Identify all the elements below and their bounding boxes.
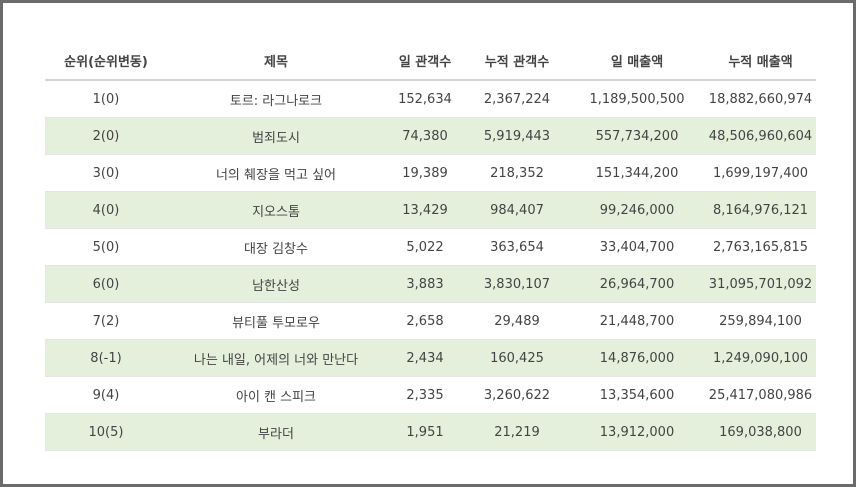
rank-cell: 4(0) <box>45 191 167 229</box>
daily-sales-cell: 26,964,700 <box>569 265 705 303</box>
daily-audience-cell: 3,883 <box>385 265 465 303</box>
rank-cell: 1(0) <box>45 80 167 118</box>
rank-cell: 7(2) <box>45 302 167 340</box>
title-cell: 뷰티풀 투모로우 <box>167 302 385 340</box>
daily-audience-cell: 2,335 <box>385 376 465 414</box>
cumulative-audience-cell: 363,654 <box>465 228 569 266</box>
daily-sales-cell: 33,404,700 <box>569 228 705 266</box>
rank-cell: 3(0) <box>45 154 167 192</box>
header-cumulative-sales: 누적 매출액 <box>705 41 816 81</box>
daily-sales-cell: 14,876,000 <box>569 339 705 377</box>
cumulative-sales-cell: 8,164,976,121 <box>705 191 816 229</box>
cumulative-sales-cell: 1,699,197,400 <box>705 154 816 192</box>
cumulative-audience-cell: 3,830,107 <box>465 265 569 303</box>
daily-audience-cell: 13,429 <box>385 191 465 229</box>
header-title: 제목 <box>167 41 385 81</box>
table-row: 1(0) 토르: 라그나로크 152,634 2,367,224 1,189,500,5… <box>45 80 816 118</box>
header-cumulative-audience: 누적 관객수 <box>465 41 569 81</box>
rank-cell: 9(4) <box>45 376 167 414</box>
daily-sales-cell: 13,354,600 <box>569 376 705 414</box>
title-cell: 나는 내일, 어제의 너와 만난다 <box>167 339 385 377</box>
daily-audience-cell: 74,380 <box>385 117 465 155</box>
daily-audience-cell: 2,434 <box>385 339 465 377</box>
title-cell: 아이 캔 스피크 <box>167 376 385 414</box>
table-body: 1(0) 토르: 라그나로크 152,634 2,367,224 1,189,500,5… <box>45 80 816 451</box>
cumulative-sales-cell: 1,249,090,100 <box>705 339 816 377</box>
cumulative-sales-cell: 18,882,660,974 <box>705 80 816 118</box>
table-row: 6(0) 남한산성 3,883 3,830,107 26,964,700 31,095,7… <box>45 265 816 303</box>
header-row: 순위(순위변동) 제목 일 관객수 누적 관객수 일 매출액 누적 매출액 <box>45 41 816 81</box>
daily-sales-cell: 1,189,500,500 <box>569 80 705 118</box>
table-row: 10(5) 부라더 1,951 21,219 13,912,000 169,038,800 <box>45 413 816 451</box>
table-row: 5(0) 대장 김창수 5,022 363,654 33,404,700 2,763,16… <box>45 228 816 266</box>
rank-cell: 8(-1) <box>45 339 167 377</box>
header-daily-sales: 일 매출액 <box>569 41 705 81</box>
cumulative-audience-cell: 3,260,622 <box>465 376 569 414</box>
cumulative-audience-cell: 29,489 <box>465 302 569 340</box>
rank-cell: 10(5) <box>45 413 167 451</box>
table-row: 3(0) 너의 췌장을 먹고 싶어 19,389 218,352 151,344,200… <box>45 154 816 192</box>
cumulative-sales-cell: 31,095,701,092 <box>705 265 816 303</box>
rank-cell: 5(0) <box>45 228 167 266</box>
daily-sales-cell: 21,448,700 <box>569 302 705 340</box>
cumulative-audience-cell: 2,367,224 <box>465 80 569 118</box>
daily-sales-cell: 557,734,200 <box>569 117 705 155</box>
cumulative-audience-cell: 5,919,443 <box>465 117 569 155</box>
cumulative-audience-cell: 984,407 <box>465 191 569 229</box>
cumulative-sales-cell: 2,763,165,815 <box>705 228 816 266</box>
title-cell: 부라더 <box>167 413 385 451</box>
daily-sales-cell: 13,912,000 <box>569 413 705 451</box>
cumulative-sales-cell: 25,417,080,986 <box>705 376 816 414</box>
title-cell: 토르: 라그나로크 <box>167 80 385 118</box>
title-cell: 범죄도시 <box>167 117 385 155</box>
box-office-table: 순위(순위변동) 제목 일 관객수 누적 관객수 일 매출액 누적 매출액 1(… <box>45 41 816 451</box>
daily-audience-cell: 5,022 <box>385 228 465 266</box>
daily-audience-cell: 2,658 <box>385 302 465 340</box>
header-rank: 순위(순위변동) <box>45 41 167 81</box>
table-row: 4(0) 지오스톰 13,429 984,407 99,246,000 8,164,976… <box>45 191 816 229</box>
table-row: 7(2) 뷰티풀 투모로우 2,658 29,489 21,448,700 259,894… <box>45 302 816 340</box>
header-daily-audience: 일 관객수 <box>385 41 465 81</box>
rank-cell: 2(0) <box>45 117 167 155</box>
daily-audience-cell: 1,951 <box>385 413 465 451</box>
daily-audience-cell: 19,389 <box>385 154 465 192</box>
title-cell: 너의 췌장을 먹고 싶어 <box>167 154 385 192</box>
title-cell: 지오스톰 <box>167 191 385 229</box>
cumulative-sales-cell: 48,506,960,604 <box>705 117 816 155</box>
cumulative-audience-cell: 218,352 <box>465 154 569 192</box>
cumulative-sales-cell: 169,038,800 <box>705 413 816 451</box>
rank-cell: 6(0) <box>45 265 167 303</box>
table-row: 8(-1) 나는 내일, 어제의 너와 만난다 2,434 160,425 14,876… <box>45 339 816 377</box>
table-row: 2(0) 범죄도시 74,380 5,919,443 557,734,200 48,506… <box>45 117 816 155</box>
daily-audience-cell: 152,634 <box>385 80 465 118</box>
table-row: 9(4) 아이 캔 스피크 2,335 3,260,622 13,354,600 25,4… <box>45 376 816 414</box>
title-cell: 대장 김창수 <box>167 228 385 266</box>
daily-sales-cell: 99,246,000 <box>569 191 705 229</box>
daily-sales-cell: 151,344,200 <box>569 154 705 192</box>
table-header: 순위(순위변동) 제목 일 관객수 누적 관객수 일 매출액 누적 매출액 <box>45 41 816 81</box>
cumulative-audience-cell: 160,425 <box>465 339 569 377</box>
cumulative-audience-cell: 21,219 <box>465 413 569 451</box>
cumulative-sales-cell: 259,894,100 <box>705 302 816 340</box>
title-cell: 남한산성 <box>167 265 385 303</box>
